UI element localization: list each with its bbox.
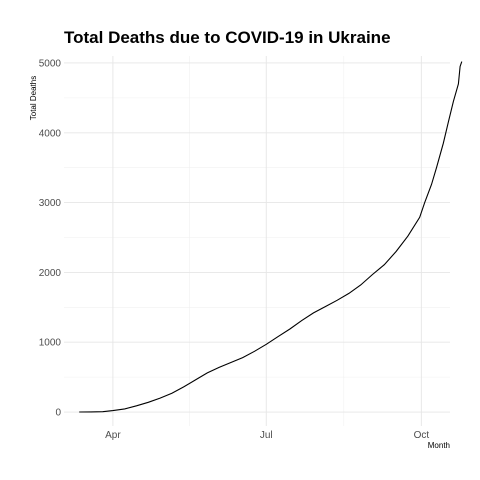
x-tick-label: Apr xyxy=(105,430,121,441)
y-tick-label: 5000 xyxy=(39,58,62,69)
y-tick-label: 4000 xyxy=(39,128,62,139)
series-line-total-deaths xyxy=(79,61,463,413)
y-tick-label: 2000 xyxy=(39,268,62,279)
y-axis-title: Total Deaths xyxy=(29,76,38,120)
grid-lines xyxy=(64,56,450,426)
y-axis-ticks: 0 1000 2000 3000 4000 5000 xyxy=(39,58,62,418)
y-tick-label: 1000 xyxy=(39,338,62,349)
y-tick-label: 0 xyxy=(55,408,61,419)
x-tick-label: Oct xyxy=(414,430,430,441)
x-tick-label: Jul xyxy=(260,430,273,441)
x-axis-ticks: Apr Jul Oct xyxy=(105,430,429,441)
chart-title: Total Deaths due to COVID-19 in Ukraine xyxy=(64,28,391,47)
y-tick-label: 3000 xyxy=(39,198,62,209)
x-axis-title: Month xyxy=(428,441,450,450)
